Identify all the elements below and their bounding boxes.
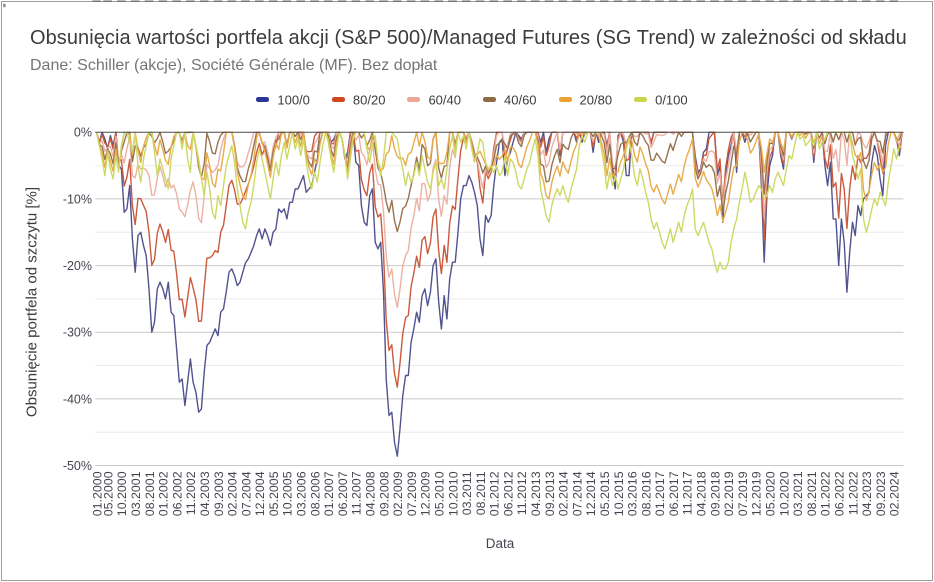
svg-text:12.2014: 12.2014 [584,471,598,516]
svg-text:08.2011: 08.2011 [474,471,488,515]
svg-text:05.2000: 05.2000 [101,471,115,516]
svg-text:10.2000: 10.2000 [115,471,129,516]
svg-text:Data: Data [486,536,515,551]
svg-text:12.2019: 12.2019 [750,471,764,516]
svg-text:-30%: -30% [63,326,92,340]
svg-text:08.2021: 08.2021 [805,471,819,516]
svg-text:07.2014: 07.2014 [570,471,584,516]
svg-text:04.2023: 04.2023 [860,471,874,516]
svg-text:11.2017: 11.2017 [681,471,695,515]
svg-text:03.2006: 03.2006 [295,471,309,516]
svg-text:02.2009: 02.2009 [391,471,405,516]
svg-text:-40%: -40% [63,392,92,406]
svg-text:04.2018: 04.2018 [695,471,709,516]
svg-text:07.2009: 07.2009 [405,471,419,516]
svg-text:03.2011: 03.2011 [460,471,474,515]
svg-text:03.2001: 03.2001 [129,471,143,516]
svg-text:06.2012: 06.2012 [501,471,515,516]
svg-text:01.2000: 01.2000 [90,471,104,516]
svg-text:03.2021: 03.2021 [791,471,805,516]
svg-text:08.2001: 08.2001 [143,471,157,516]
svg-text:07.2004: 07.2004 [239,471,253,516]
svg-text:10.2010: 10.2010 [446,471,460,516]
svg-text:11.2022: 11.2022 [846,471,860,515]
svg-text:Obsunięcie portfela od szczytu: Obsunięcie portfela od szczytu [%] [24,187,41,417]
svg-text:12.2004: 12.2004 [253,471,267,516]
svg-text:05.2010: 05.2010 [433,471,447,516]
svg-text:01.2022: 01.2022 [819,471,833,516]
svg-text:06.2017: 06.2017 [667,471,681,516]
svg-text:02.2014: 02.2014 [557,471,571,516]
svg-text:11.2002: 11.2002 [184,471,198,515]
svg-text:10.2015: 10.2015 [612,471,626,516]
svg-text:09.2018: 09.2018 [708,471,722,516]
svg-text:10.2005: 10.2005 [281,471,295,516]
svg-text:07.2019: 07.2019 [736,471,750,516]
svg-text:04.2008: 04.2008 [364,471,378,516]
svg-text:05.2005: 05.2005 [267,471,281,516]
svg-text:02.2019: 02.2019 [722,471,736,516]
svg-text:03.2016: 03.2016 [626,471,640,516]
svg-text:01.2012: 01.2012 [488,471,502,516]
svg-text:02.2024: 02.2024 [888,471,902,516]
svg-text:05.2015: 05.2015 [598,471,612,516]
svg-text:04.2013: 04.2013 [529,471,543,516]
svg-text:-10%: -10% [63,192,92,206]
svg-text:-50%: -50% [63,459,92,473]
svg-text:01.2007: 01.2007 [322,471,336,516]
svg-text:06.2002: 06.2002 [170,471,184,516]
svg-text:04.2003: 04.2003 [198,471,212,516]
svg-text:05.2020: 05.2020 [764,471,778,516]
svg-text:09.2003: 09.2003 [212,471,226,516]
svg-text:0%: 0% [74,126,92,140]
svg-text:01.2017: 01.2017 [653,471,667,516]
svg-text:06.2007: 06.2007 [336,471,350,516]
svg-text:02.2004: 02.2004 [226,471,240,516]
svg-text:09.2008: 09.2008 [377,471,391,516]
svg-text:08.2016: 08.2016 [639,471,653,516]
svg-text:01.2002: 01.2002 [157,471,171,516]
svg-text:12.2009: 12.2009 [419,471,433,516]
svg-text:10.2020: 10.2020 [777,471,791,516]
svg-text:09.2013: 09.2013 [543,471,557,516]
svg-text:11.2012: 11.2012 [515,471,529,515]
svg-text:06.2022: 06.2022 [833,471,847,516]
svg-text:08.2006: 08.2006 [308,471,322,516]
svg-text:11.2007: 11.2007 [350,471,364,515]
svg-text:-20%: -20% [63,259,92,273]
svg-text:09.2023: 09.2023 [874,471,888,516]
